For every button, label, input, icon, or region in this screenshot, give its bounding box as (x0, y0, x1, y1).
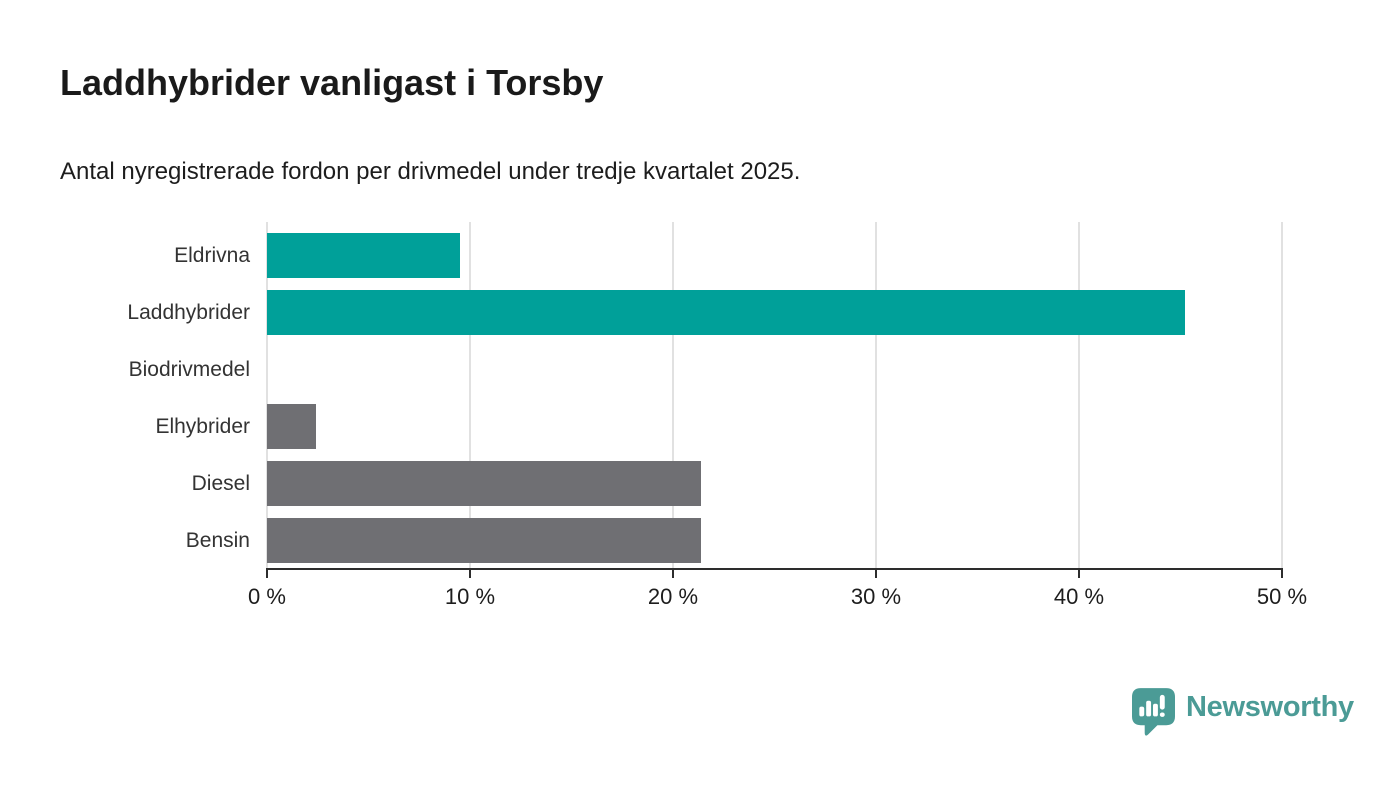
newsworthy-logo: Newsworthy (1132, 688, 1354, 742)
bar-diesel (267, 461, 702, 506)
chart-row: Elhybrider (155, 398, 1282, 455)
chart-row: Diesel (192, 455, 1282, 512)
category-label: Eldrivna (174, 243, 250, 267)
gridline (1281, 222, 1283, 568)
axis-tick (672, 570, 674, 578)
chart-row: Biodrivmedel (129, 341, 1282, 398)
axis-tick (469, 570, 471, 578)
plot-area: Eldrivna Laddhybrider Biodrivmedel Elhybrid… (127, 222, 1283, 569)
axis-tick-label: 20 % (647, 584, 699, 609)
bar-elhybrider (267, 404, 316, 449)
axis-tick (266, 570, 268, 578)
chart-subtitle: Antal nyregistrerade fordon per drivmede… (60, 158, 801, 185)
bar-eldrivna (267, 233, 460, 278)
gridline (875, 222, 877, 568)
category-label: Laddhybrider (127, 300, 250, 324)
gridline (672, 222, 674, 568)
bar-laddhybrider (267, 290, 1185, 335)
axis-tick (875, 570, 877, 578)
category-label: Biodrivmedel (128, 357, 250, 381)
axis-tick-label: 10 % (444, 584, 496, 609)
chart-rows: Eldrivna Laddhybrider Biodrivmedel Elhybrid… (127, 227, 1282, 569)
chart-row: Laddhybrider (127, 284, 1282, 341)
axis-tick-label: 0 % (248, 584, 286, 609)
gridline (266, 222, 268, 568)
axis-tick-label: 50 % (1256, 584, 1308, 609)
axis-tick (1281, 570, 1283, 578)
x-axis-line (266, 568, 1283, 570)
chart-row: Eldrivna (174, 227, 1282, 284)
axis-tick-label: 30 % (850, 584, 902, 609)
axis-tick (1078, 570, 1080, 578)
newsworthy-wordmark: Newsworthy (1186, 691, 1354, 723)
category-label: Diesel (191, 471, 250, 495)
category-label: Elhybrider (155, 414, 250, 438)
gridline (1078, 222, 1080, 568)
bar-bensin (267, 518, 702, 563)
x-axis: 0 % 10 % 20 % 30 % 40 % 50 % (248, 568, 1307, 618)
axis-tick-label: 40 % (1053, 584, 1105, 609)
chart-title: Laddhybrider vanligast i Torsby (60, 62, 604, 103)
gridline (469, 222, 471, 568)
category-label: Bensin (185, 528, 250, 552)
newsworthy-bubble-chart-icon (1132, 688, 1175, 742)
chart-row: Bensin (186, 512, 1282, 569)
